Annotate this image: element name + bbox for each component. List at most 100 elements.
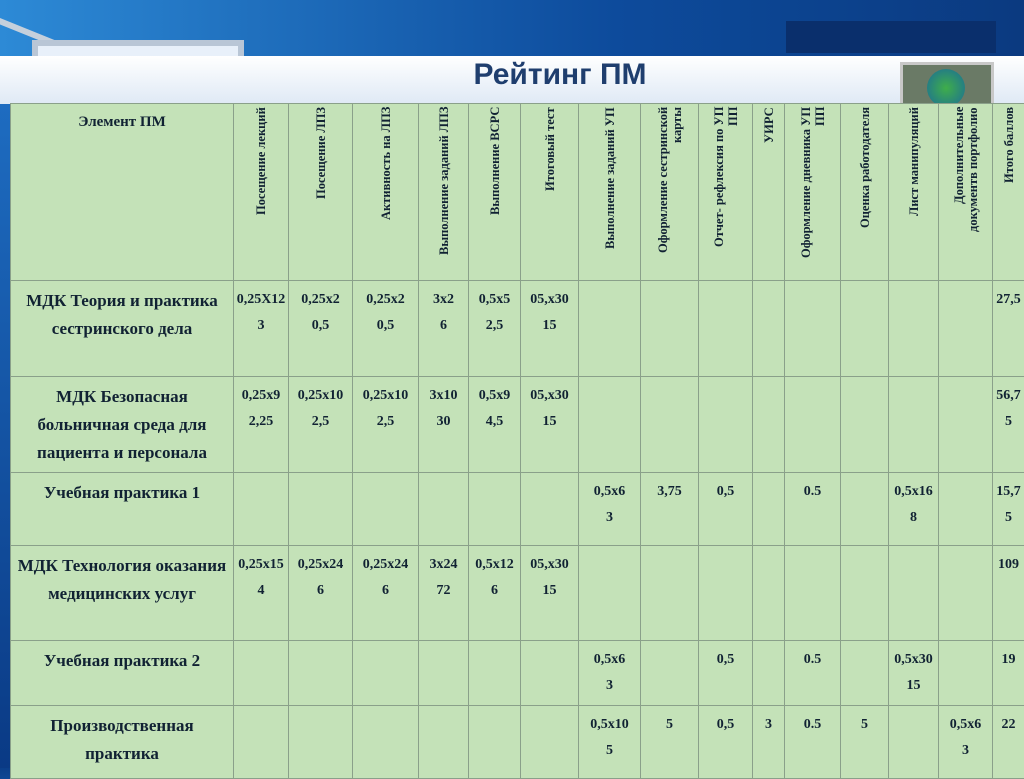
cell xyxy=(579,281,641,377)
cell: 3x2 6 xyxy=(419,281,469,377)
cell: 3x10 30 xyxy=(419,377,469,473)
row-label: МДК Теория и практика сестринского дела xyxy=(11,281,234,377)
cell xyxy=(699,377,753,473)
cell: 56,75 xyxy=(993,377,1024,473)
cell: 05,x30 15 xyxy=(521,281,579,377)
cell: 0,25x24 6 xyxy=(353,546,419,641)
cell xyxy=(419,473,469,546)
cell: 0.5 xyxy=(785,473,841,546)
header-text: Оформление сестринской карты xyxy=(656,107,684,267)
header-text: Лист манипуляций xyxy=(907,107,921,267)
header-text: Оценка работодателя xyxy=(858,107,872,267)
header-text: Выполнение заданий УП xyxy=(603,107,617,267)
cell: 15,75 xyxy=(993,473,1024,546)
decor-box xyxy=(786,21,996,53)
cell: 0,25x10 2,5 xyxy=(353,377,419,473)
header-cell: Оформление сестринской карты xyxy=(641,104,699,281)
cell xyxy=(699,281,753,377)
cell: 05,x30 15 xyxy=(521,377,579,473)
cell xyxy=(841,377,889,473)
cell xyxy=(234,641,289,706)
cell xyxy=(289,641,353,706)
cell: 3,75 xyxy=(641,473,699,546)
cell xyxy=(841,473,889,546)
cell: 0,25x24 6 xyxy=(289,546,353,641)
cell xyxy=(699,546,753,641)
header-cell: Дополнительные документв портфолио xyxy=(939,104,993,281)
row-label: МДК Технология оказания медицинских услу… xyxy=(11,546,234,641)
cell: 0,5x6 3 xyxy=(579,641,641,706)
cell: 0,25x2 0,5 xyxy=(289,281,353,377)
cell xyxy=(289,473,353,546)
header-cell: Выполнение ВСРС xyxy=(469,104,521,281)
header-cell: Активность на ЛПЗ xyxy=(353,104,419,281)
header-text: Отчет- рефлексия по УП ПП xyxy=(712,107,740,267)
cell xyxy=(753,473,785,546)
header-text: Итоговый тест xyxy=(543,107,557,267)
cell xyxy=(939,281,993,377)
cell xyxy=(521,641,579,706)
header-cell: УИРС xyxy=(753,104,785,281)
header-text: Итого баллов xyxy=(1002,107,1016,267)
cell: 0,5x30 15 xyxy=(889,641,939,706)
header-text: Посещение ЛПЗ xyxy=(314,107,328,267)
cell xyxy=(753,641,785,706)
table-row: МДК Безопасная больничная среда для паци… xyxy=(11,377,1024,473)
header-text: Дополнительные документв портфолио xyxy=(952,107,980,267)
cell xyxy=(469,473,521,546)
cell: 05,x30 15 xyxy=(521,546,579,641)
cell xyxy=(785,281,841,377)
cell xyxy=(889,281,939,377)
cell: 0.5 xyxy=(785,641,841,706)
cell xyxy=(234,473,289,546)
cell: 19 xyxy=(993,641,1024,706)
cell: 0,5x9 4,5 xyxy=(469,377,521,473)
cell: 0,5 xyxy=(699,641,753,706)
cell xyxy=(469,641,521,706)
header-text: Оформление дневника УП ПП xyxy=(799,107,827,267)
cell xyxy=(939,641,993,706)
cell: 3x24 72 xyxy=(419,546,469,641)
cell: 109 xyxy=(993,546,1024,641)
cell xyxy=(353,473,419,546)
cell xyxy=(753,377,785,473)
cell xyxy=(889,546,939,641)
cell xyxy=(641,641,699,706)
cell xyxy=(753,546,785,641)
cell xyxy=(521,473,579,546)
cell xyxy=(841,281,889,377)
cell xyxy=(641,281,699,377)
header-cell: Отчет- рефлексия по УП ПП xyxy=(699,104,753,281)
cell: 0,25x9 2,25 xyxy=(234,377,289,473)
cell: 27,5 xyxy=(993,281,1024,377)
cell xyxy=(641,377,699,473)
cell: 0,25x10 2,5 xyxy=(289,377,353,473)
header-text: Выполнение ВСРС xyxy=(488,107,502,267)
cell xyxy=(785,546,841,641)
cell: 0,5x6 3 xyxy=(579,473,641,546)
header-cell: Итоговый тест xyxy=(521,104,579,281)
header-text: Выполнение заданий ЛПЗ xyxy=(437,107,451,267)
row-label: Учебная практика 1 xyxy=(11,473,234,546)
header-text: УИРС xyxy=(762,107,776,267)
row-label: Учебная практика 2 xyxy=(11,641,234,706)
header-cell: Оценка работодателя xyxy=(841,104,889,281)
cell: 0,25x2 0,5 xyxy=(353,281,419,377)
cell xyxy=(939,377,993,473)
table-row: Учебная практика 2 0,5x6 3 0,5 0.5 0,5x30 15… xyxy=(11,641,1024,706)
cell xyxy=(753,281,785,377)
cell xyxy=(939,546,993,641)
header-cell: Элемент ПМ xyxy=(11,104,234,281)
cell: 0,25X12 3 xyxy=(234,281,289,377)
header-cell: Оформление дневника УП ПП xyxy=(785,104,841,281)
header-cell: Итого баллов xyxy=(993,104,1024,281)
row-label: МДК Безопасная больничная среда для паци… xyxy=(11,377,234,473)
slide-title: Рейтинг ПМ xyxy=(430,58,690,92)
cell: 0,5 xyxy=(699,473,753,546)
header-cell: Посещение лекций xyxy=(234,104,289,281)
